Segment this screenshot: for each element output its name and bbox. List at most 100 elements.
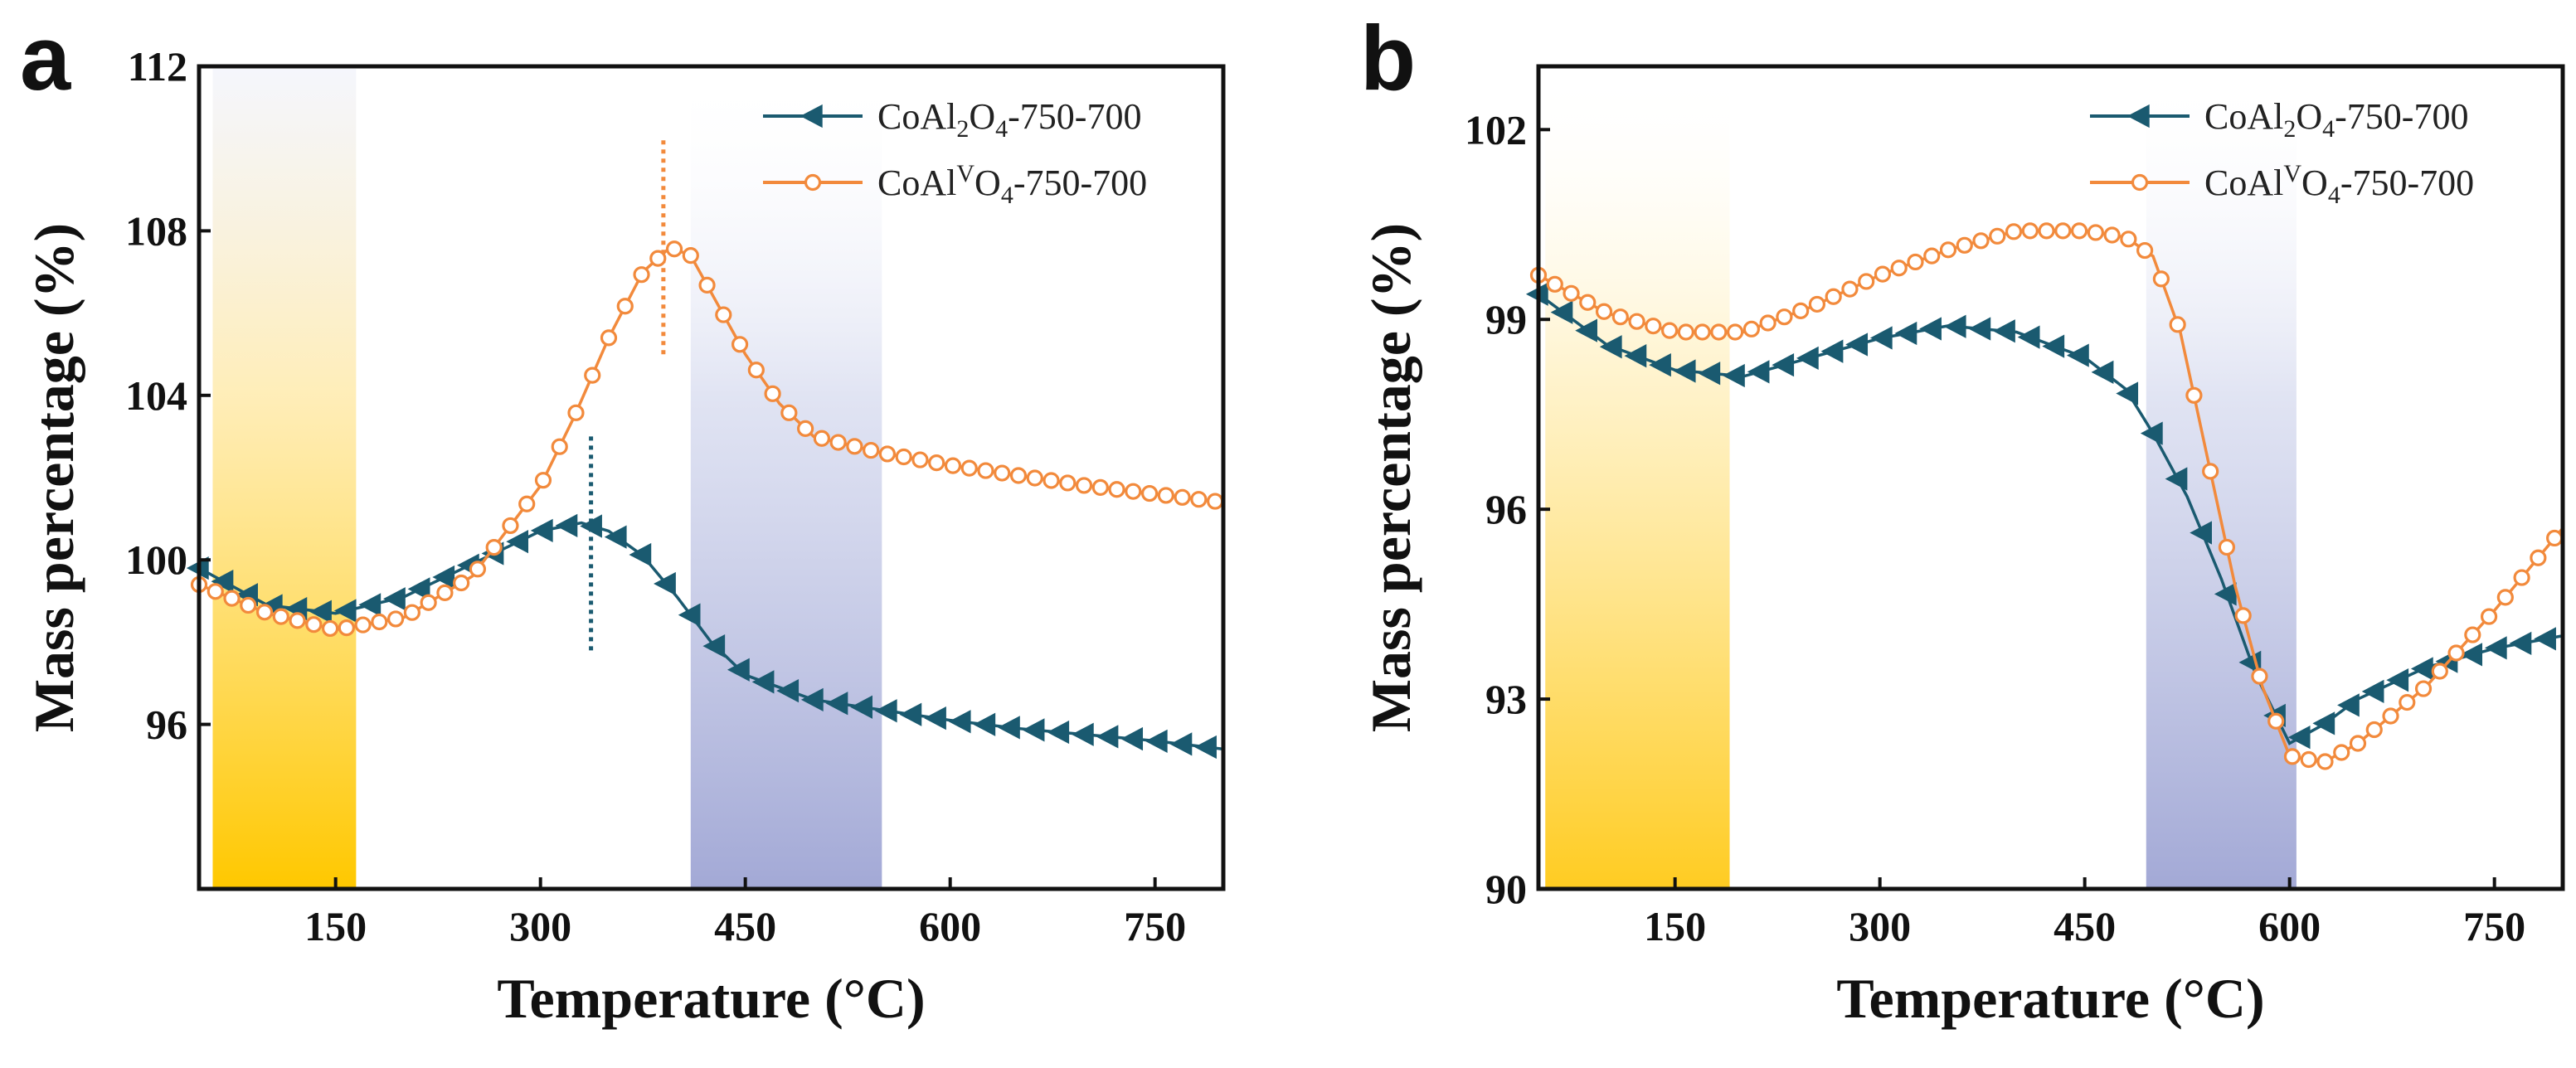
- series-coalvo4-point-36: [2120, 231, 2137, 248]
- series-coalvo4-point-3: [1579, 294, 1597, 311]
- series-coal2o4-point-36: [1071, 722, 1094, 746]
- series-coalvo4-point-30: [682, 247, 699, 265]
- series-coal2o4-point-19: [654, 571, 676, 596]
- series-coal2o4-point-25: [800, 687, 824, 711]
- series-coalvo4-point-31: [698, 276, 716, 294]
- series-coal2o4-point-22: [2067, 343, 2089, 367]
- series-coal2o4-point-13: [506, 530, 529, 554]
- series-coalvo4-point-47: [2300, 750, 2317, 769]
- series-coalvo4-point-60: [1174, 488, 1191, 506]
- series-coal2o4-point-5: [309, 600, 332, 624]
- x-tick-label-2: 450: [2054, 903, 2116, 949]
- series-coal2o4-point-19: [1993, 319, 2015, 343]
- series-coal2o4-point-10: [432, 565, 455, 590]
- panel-b: 150 300 450 600 750 90 93 96 99 102 Temperature (°…: [1359, 7, 2565, 1030]
- series-coal2o4-point-35: [2386, 668, 2409, 692]
- series-coalvo4-point-34: [747, 362, 765, 379]
- series-coalvo4-point-15: [1776, 308, 1793, 326]
- x-tick-label-2: 450: [714, 903, 776, 949]
- series-coalvo4-point-11: [371, 613, 388, 631]
- y-tick-label-2: 96: [1485, 486, 1527, 532]
- series-coal2o4-point-32: [2312, 711, 2335, 735]
- series-coal2o4-point-37: [1096, 725, 1119, 749]
- series-coalvo4-point-3: [240, 596, 257, 614]
- series-coalvo4-point-46: [944, 457, 962, 474]
- series-coalvo4-point-51: [1026, 469, 1043, 487]
- series-coalvo4-point-25: [1939, 241, 1957, 259]
- series-coalvo4-point-18: [485, 539, 503, 556]
- series-coal2o4-point-18: [629, 542, 652, 567]
- series-coalvo4-point-8: [1660, 322, 1679, 339]
- series-coal2o4-point-34: [2361, 679, 2384, 704]
- series-coalvo4-point-21: [534, 472, 552, 489]
- series-coalvo4-point-26: [1956, 236, 1973, 254]
- series-coalvo4-point-12: [387, 610, 405, 628]
- series-coalvo4-point-60: [2513, 569, 2530, 586]
- series-coalvo4-point-35: [764, 385, 781, 402]
- panel-letter: a: [20, 7, 71, 109]
- series-coalvo4-point-45: [2267, 712, 2285, 730]
- series-coalvo4-point-10: [1694, 323, 1711, 341]
- series-coalvo4-point-36: [780, 404, 798, 421]
- series-coalvo4-point-62: [1207, 493, 1224, 510]
- series-coal2o4-point-41: [2534, 627, 2556, 651]
- series-coalvo4-point-11: [1710, 323, 1728, 341]
- series-coal2o4-point-18: [1968, 317, 1991, 341]
- series-coal2o4-point-23: [751, 670, 775, 694]
- x-tick-label-1: 300: [509, 903, 571, 949]
- series-coal2o4-point-21: [702, 634, 726, 658]
- series-coalvo4-point-38: [2152, 270, 2170, 288]
- series-coal2o4-point-35: [1047, 720, 1070, 745]
- series-coal2o4-point-31: [2287, 726, 2311, 750]
- series-coalvo4-point-49: [994, 464, 1011, 482]
- y-tick-label-1: 100: [125, 536, 187, 583]
- y-tick-label-4: 112: [128, 43, 187, 90]
- series-coal2o4-point-29: [899, 702, 922, 726]
- series-coal2o4-point-11: [1796, 346, 1819, 371]
- series-coalvo4-point-61: [1190, 491, 1208, 508]
- series-coal2o4-point-1: [1550, 300, 1573, 324]
- series-coalvo4-point-24: [584, 367, 601, 384]
- series-coal2o4-point-30: [924, 706, 946, 731]
- series-coalvo4-point-13: [403, 604, 420, 621]
- series-coalvo4-point-44: [911, 451, 929, 468]
- series-coalvo4-point-54: [1075, 477, 1093, 494]
- series-coal2o4-point-6: [1673, 359, 1696, 383]
- series-coalvo4-point-27: [633, 266, 650, 284]
- series-coalvo4-point-62: [2546, 529, 2564, 547]
- y-axis-title: Mass percentage (%): [1359, 223, 1422, 732]
- series-coal2o4-point-38: [1120, 726, 1144, 751]
- legend-coal2o4-marker-point-0: [2126, 104, 2150, 129]
- x-axis-title: Temperature (°C): [1836, 967, 2264, 1030]
- series-coalvo4-point-41: [2202, 463, 2219, 480]
- series-coal2o4-point-10: [1772, 353, 1795, 377]
- series-coalvo4-point-20: [518, 495, 536, 512]
- series-coalvo4-point-29: [665, 240, 683, 258]
- series-coalvo4-point-41: [863, 441, 880, 459]
- series-coalvo4-point-2: [223, 590, 241, 607]
- series-coal2o4-point-9: [1747, 360, 1770, 384]
- shaded-region-yellow-0: [212, 69, 357, 887]
- series-coalvo4-point-50: [1009, 467, 1028, 484]
- series-coal2o4-point-13: [1845, 333, 1869, 357]
- series-coalvo4-point-5: [1611, 308, 1629, 326]
- y-tick-label-3: 99: [1485, 296, 1527, 342]
- legend-coal2o4-label: CoAl2O4-750-700: [2204, 96, 2468, 143]
- legend-coalvo4-label: CoAlVO4-750-700: [2204, 160, 2474, 209]
- series-coal2o4-point-7: [358, 593, 382, 617]
- series-coalvo4-point-17: [1808, 295, 1826, 313]
- series-coal2o4-point-21: [2042, 334, 2065, 358]
- x-tick-label-0: 150: [304, 903, 367, 949]
- series-coal2o4-point-16: [1919, 317, 1942, 341]
- series-coalvo4-point-58: [2480, 608, 2498, 625]
- series-coalvo4-point-40: [2185, 386, 2203, 404]
- series-coalvo4-point-26: [616, 298, 634, 315]
- series-coalvo4-point-48: [977, 462, 994, 479]
- series-coal2o4-point-23: [2091, 360, 2114, 384]
- series-coalvo4-point-52: [1043, 472, 1060, 489]
- series-coalvo4-point-38: [813, 430, 830, 447]
- series-coalvo4-point-32: [2054, 222, 2072, 240]
- series-coal2o4-point-40: [2509, 631, 2532, 656]
- series-coalvo4-point-47: [960, 459, 978, 477]
